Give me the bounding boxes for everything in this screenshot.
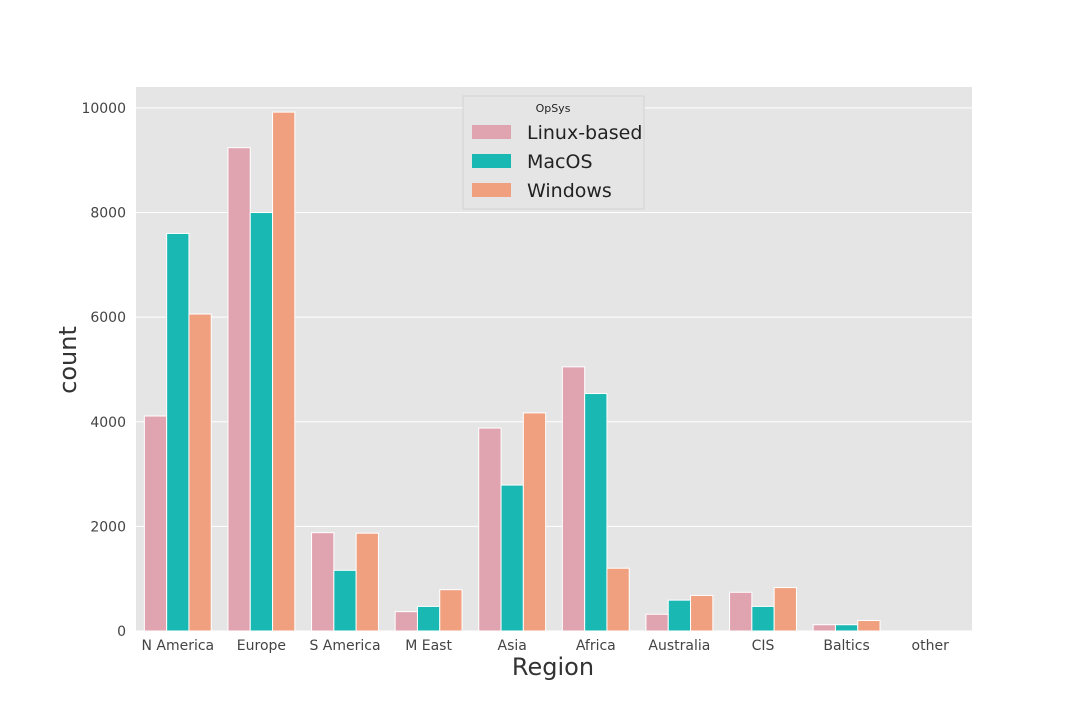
legend-swatch — [472, 125, 511, 139]
bar — [729, 591, 753, 632]
x-tick-label: other — [912, 638, 950, 654]
bar — [227, 147, 251, 632]
bar — [606, 567, 630, 632]
y-tick-label: 6000 — [90, 310, 126, 326]
bar — [311, 532, 335, 632]
bar — [667, 599, 692, 632]
y-tick-label: 4000 — [90, 415, 126, 431]
legend-label: Linux-based — [527, 122, 642, 144]
bar — [166, 232, 190, 632]
bar — [834, 624, 859, 632]
legend-items: Linux-based MacOS Windows — [472, 122, 642, 202]
x-tick-label: Australia — [648, 638, 710, 654]
bar — [500, 484, 524, 632]
legend: OpSys Linux-based MacOS Windows — [462, 95, 645, 210]
bar — [478, 427, 502, 632]
x-tick-label: Baltics — [823, 638, 869, 654]
legend-title: OpSys — [536, 102, 571, 115]
bar — [188, 313, 212, 632]
bar — [355, 532, 379, 632]
x-tick-label: Africa — [576, 638, 616, 654]
y-tick-label: 8000 — [90, 206, 126, 222]
bar — [561, 366, 586, 632]
y-tick-label: 10000 — [81, 101, 126, 117]
legend-swatch — [472, 154, 511, 168]
x-tick-label: N America — [141, 638, 214, 654]
bar — [690, 594, 714, 632]
x-tick-label: M East — [405, 638, 452, 654]
x-axis-label: Region — [512, 653, 594, 681]
bar — [857, 620, 881, 632]
bar — [773, 587, 797, 632]
bar — [249, 212, 274, 632]
bar — [333, 569, 357, 632]
bars — [143, 111, 881, 632]
y-axis-label: count — [54, 326, 82, 394]
y-tick-labels: 0 2000 4000 6000 8000 10000 — [81, 101, 126, 640]
bar — [272, 111, 296, 632]
bar — [645, 613, 669, 632]
bar — [439, 589, 463, 632]
bar — [584, 393, 608, 632]
x-tick-label: S America — [309, 638, 380, 654]
bar — [394, 611, 418, 632]
x-tick-label: CIS — [752, 638, 775, 654]
y-tick-label: 2000 — [90, 519, 126, 535]
y-tick-label: 0 — [117, 624, 126, 640]
bar — [751, 605, 775, 632]
bar — [143, 415, 168, 632]
legend-label: MacOS — [527, 151, 593, 173]
legend-swatch — [472, 183, 511, 197]
x-tick-label: Asia — [498, 638, 527, 654]
bar — [812, 624, 836, 632]
bar — [522, 412, 547, 632]
bar — [416, 605, 441, 632]
x-tick-label: Europe — [237, 638, 286, 654]
x-tick-labels: N America Europe S America M East Asia Africa… — [141, 638, 949, 654]
legend-label: Windows — [527, 180, 612, 202]
